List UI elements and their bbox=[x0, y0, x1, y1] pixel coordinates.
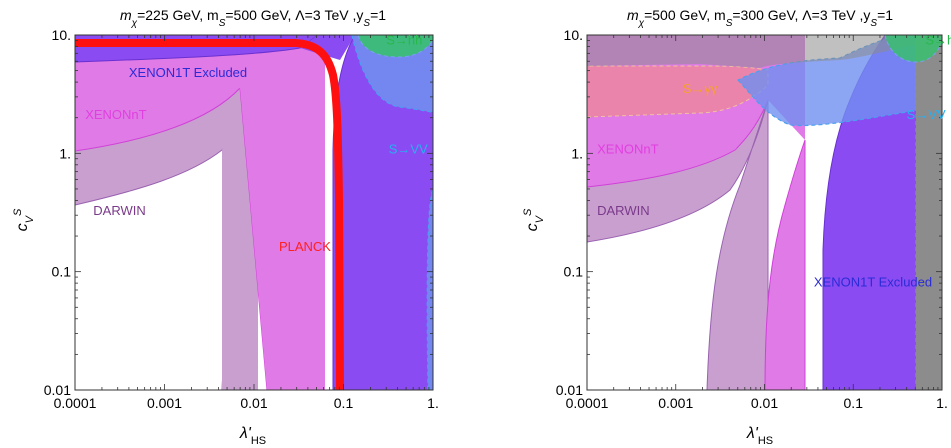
right-shh-region bbox=[884, 35, 942, 63]
left-plot-area bbox=[75, 35, 433, 390]
right-region-label: DARWIN bbox=[597, 203, 649, 218]
left-xenon1t-upper-fill bbox=[300, 35, 355, 60]
right-region-label: S→γγ bbox=[683, 81, 718, 96]
left-y-tick-label: 0.1 bbox=[52, 264, 72, 280]
right-y-tick-label: 10. bbox=[564, 27, 583, 43]
left-axis-ticks: 0.0001 0.001 0.01 0.1 1. 0.01 0.1 1. 10. bbox=[44, 27, 439, 411]
right-y-tick-label: 0.01 bbox=[556, 382, 583, 398]
left-x-tick-label: 0.1 bbox=[334, 395, 354, 411]
left-region-label: PLANCK bbox=[279, 239, 331, 254]
left-x-axis-label: λ'HS bbox=[239, 425, 266, 447]
right-region-label: S→hh bbox=[925, 33, 951, 48]
left-chart: mχ=225 GeV, mS=500 GeV, Λ=3 TeV ,yS=1 0.… bbox=[12, 7, 439, 447]
right-axis-ticks: 0.0001 0.001 0.01 0.1 1. 0.01 0.1 1. 10. bbox=[556, 27, 948, 411]
right-svv-region bbox=[737, 35, 942, 390]
right-x-tick-label: 0.0001 bbox=[566, 395, 609, 411]
left-xenonnt-region-fill bbox=[75, 35, 325, 390]
right-y-tick-label: 0.1 bbox=[564, 264, 584, 280]
right-chart-title: mχ=500 GeV, mS=300 GeV, Λ=3 TeV ,yS=1 bbox=[627, 7, 893, 29]
right-y-axis-label: cVS bbox=[522, 208, 546, 231]
right-grey-region bbox=[587, 35, 916, 68]
left-x-tick-label: 0.0001 bbox=[54, 395, 97, 411]
right-x-tick-label: 0.001 bbox=[658, 395, 693, 411]
right-x-tick-label: 0.1 bbox=[844, 395, 864, 411]
right-region-label: S→VV bbox=[907, 107, 946, 122]
left-chart-title: mχ=225 GeV, mS=500 GeV, Λ=3 TeV ,yS=1 bbox=[120, 7, 386, 29]
left-y-tick-label: 1. bbox=[59, 145, 71, 161]
left-region-label: S→VV bbox=[389, 141, 428, 156]
right-grey-strip bbox=[916, 35, 942, 390]
left-region-label: XENON1T Excluded bbox=[129, 65, 247, 80]
left-y-axis-label: cVS bbox=[12, 208, 36, 231]
left-planck-curve bbox=[75, 39, 344, 390]
right-region-label: XENONnT bbox=[597, 141, 658, 156]
left-x-tick-label: 1. bbox=[427, 395, 439, 411]
right-x-tick-label: 0.01 bbox=[751, 395, 778, 411]
left-x-tick-label: 0.01 bbox=[240, 395, 267, 411]
left-x-tick-label: 0.001 bbox=[147, 395, 182, 411]
right-annotations: S→γγ XENONnT DARWIN XENON1T Excluded S→VV S→h… bbox=[597, 33, 951, 290]
right-x-tick-label: 1. bbox=[936, 395, 948, 411]
left-y-tick-label: 10. bbox=[52, 27, 71, 43]
right-region-label: XENON1T Excluded bbox=[814, 274, 932, 289]
left-y-tick-label: 0.01 bbox=[44, 382, 71, 398]
left-region-label: DARWIN bbox=[93, 203, 145, 218]
left-region-label: S→hh bbox=[386, 33, 422, 48]
right-chart: mχ=500 GeV, mS=300 GeV, Λ=3 TeV ,yS=1 0.… bbox=[522, 7, 951, 447]
left-annotations: XENON1T Excluded XENONnT DARWIN PLANCK S→VV S… bbox=[85, 33, 428, 254]
right-x-axis-label: λ'HS bbox=[746, 425, 773, 447]
right-plot-area bbox=[587, 35, 942, 390]
left-region-label: XENONnT bbox=[85, 107, 146, 122]
left-shh-region bbox=[357, 35, 433, 58]
right-y-tick-label: 1. bbox=[571, 145, 583, 161]
